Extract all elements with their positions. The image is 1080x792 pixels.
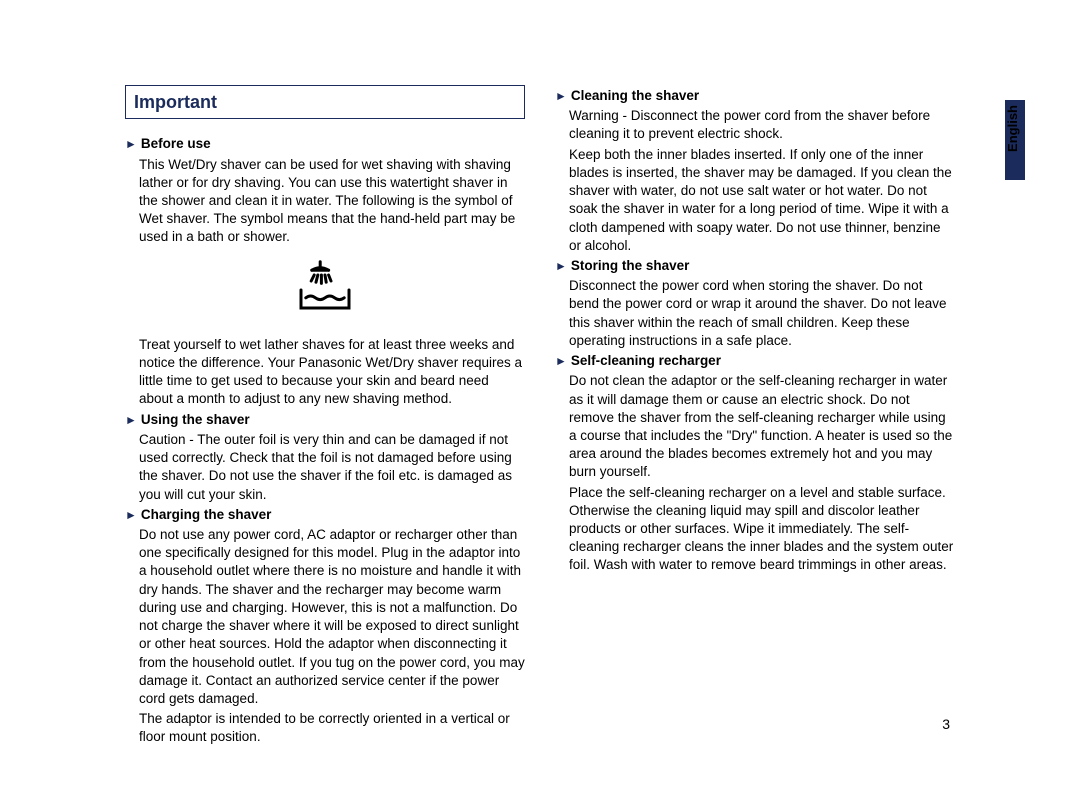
body-text: The adaptor is intended to be correctly … — [125, 710, 525, 746]
body-text: Do not clean the adaptor or the self-cle… — [555, 372, 955, 481]
arrow-icon: ► — [555, 353, 567, 369]
body-text: Keep both the inner blades inserted. If … — [555, 146, 955, 255]
right-column: ► Cleaning the shaver Warning - Disconne… — [555, 85, 955, 749]
arrow-icon: ► — [555, 88, 567, 104]
body-text: Place the self-cleaning recharger on a l… — [555, 484, 955, 575]
heading-text: Using the shaver — [141, 411, 250, 429]
heading-charging-shaver: ► Charging the shaver — [125, 506, 525, 524]
left-column: Important ► Before use This Wet/Dry shav… — [125, 85, 525, 749]
heading-text: Storing the shaver — [571, 257, 690, 275]
arrow-icon: ► — [555, 258, 567, 274]
heading-storing-shaver: ► Storing the shaver — [555, 257, 955, 275]
heading-text: Before use — [141, 135, 211, 153]
heading-text: Self-cleaning recharger — [571, 352, 721, 370]
body-text: Disconnect the power cord when storing t… — [555, 277, 955, 350]
arrow-icon: ► — [125, 412, 137, 428]
language-label: English — [1005, 105, 1020, 152]
arrow-icon: ► — [125, 507, 137, 523]
body-text: Do not use any power cord, AC adaptor or… — [125, 526, 525, 708]
body-text: Treat yourself to wet lather shaves for … — [125, 336, 525, 409]
heading-before-use: ► Before use — [125, 135, 525, 153]
heading-text: Cleaning the shaver — [571, 87, 699, 105]
heading-cleaning-shaver: ► Cleaning the shaver — [555, 87, 955, 105]
heading-text: Charging the shaver — [141, 506, 272, 524]
heading-self-cleaning-recharger: ► Self-cleaning recharger — [555, 352, 955, 370]
body-text: Warning - Disconnect the power cord from… — [555, 107, 955, 143]
section-title: Important — [134, 92, 217, 112]
wet-shaver-symbol-icon — [125, 257, 525, 322]
page-number: 3 — [942, 716, 950, 732]
body-text: Caution - The outer foil is very thin an… — [125, 431, 525, 504]
page-content: Important ► Before use This Wet/Dry shav… — [125, 85, 955, 749]
arrow-icon: ► — [125, 136, 137, 152]
body-text: This Wet/Dry shaver can be used for wet … — [125, 156, 525, 247]
heading-using-shaver: ► Using the shaver — [125, 411, 525, 429]
section-title-box: Important — [125, 85, 525, 119]
